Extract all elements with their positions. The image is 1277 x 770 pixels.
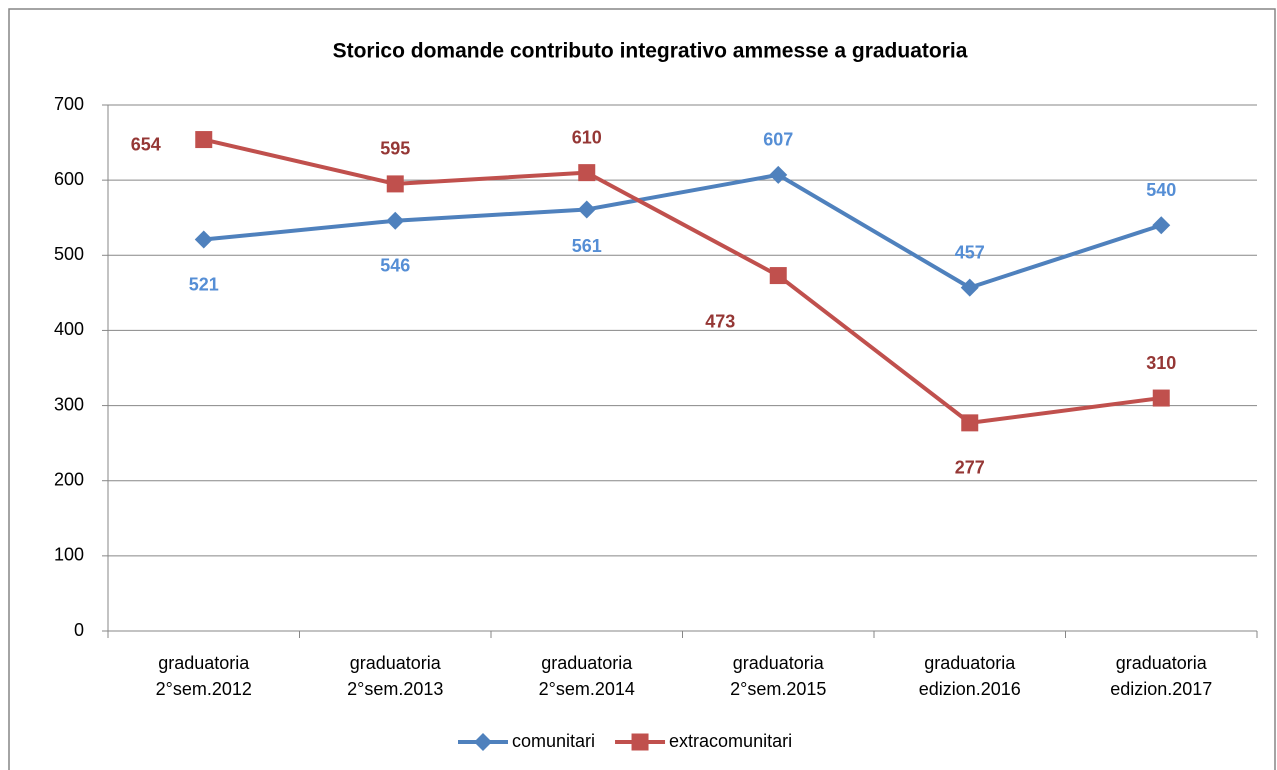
- y-tick-label: 400: [54, 319, 84, 339]
- y-tick-label: 200: [54, 469, 84, 489]
- x-tick-label: graduatoria 2°sem.2012: [156, 653, 252, 699]
- data-label: 595: [380, 139, 410, 159]
- y-tick-label: 300: [54, 394, 84, 414]
- data-label: 607: [763, 130, 793, 150]
- data-point: [577, 200, 596, 219]
- data-point: [578, 164, 596, 182]
- data-point: [386, 211, 405, 230]
- data-label: 540: [1146, 180, 1176, 200]
- data-label: 546: [380, 255, 410, 275]
- x-tick-label: graduatoria 2°sem.2014: [539, 653, 635, 699]
- data-label: 610: [572, 127, 602, 147]
- data-point: [769, 165, 788, 184]
- x-tick-label: graduatoria edizion.2017: [1110, 653, 1212, 699]
- y-tick-label: 500: [54, 244, 84, 264]
- y-tick-label: 700: [54, 94, 84, 114]
- x-tick-label: graduatoria edizion.2016: [919, 653, 1021, 699]
- data-label: 473: [705, 311, 735, 331]
- legend-marker: [631, 733, 649, 751]
- y-tick-label: 0: [74, 620, 84, 640]
- data-point: [1152, 389, 1170, 407]
- data-label: 310: [1146, 353, 1176, 373]
- chart-frame: [8, 8, 1276, 770]
- chart-title: Storico domande contributo integrativo a…: [333, 40, 968, 63]
- legend-marker: [474, 733, 492, 751]
- series-line: [203, 172, 1162, 290]
- data-point: [769, 267, 787, 285]
- data-point: [1152, 216, 1171, 235]
- data-point: [194, 230, 213, 249]
- legend-label: extracomunitari: [669, 731, 792, 751]
- data-label: 654: [131, 134, 161, 154]
- legend-label: comunitari: [512, 731, 595, 751]
- data-label: 561: [572, 236, 602, 256]
- y-tick-label: 600: [54, 169, 84, 189]
- data-label: 521: [189, 274, 219, 294]
- data-point: [960, 278, 979, 297]
- data-label: 457: [955, 242, 985, 262]
- series-line: [203, 137, 1162, 425]
- data-point: [961, 414, 979, 432]
- y-tick-label: 100: [54, 545, 84, 565]
- data-point: [195, 131, 213, 149]
- x-tick-label: graduatoria 2°sem.2015: [730, 653, 826, 699]
- data-label: 277: [955, 458, 985, 478]
- data-point: [386, 175, 404, 193]
- x-tick-label: graduatoria 2°sem.2013: [347, 653, 443, 699]
